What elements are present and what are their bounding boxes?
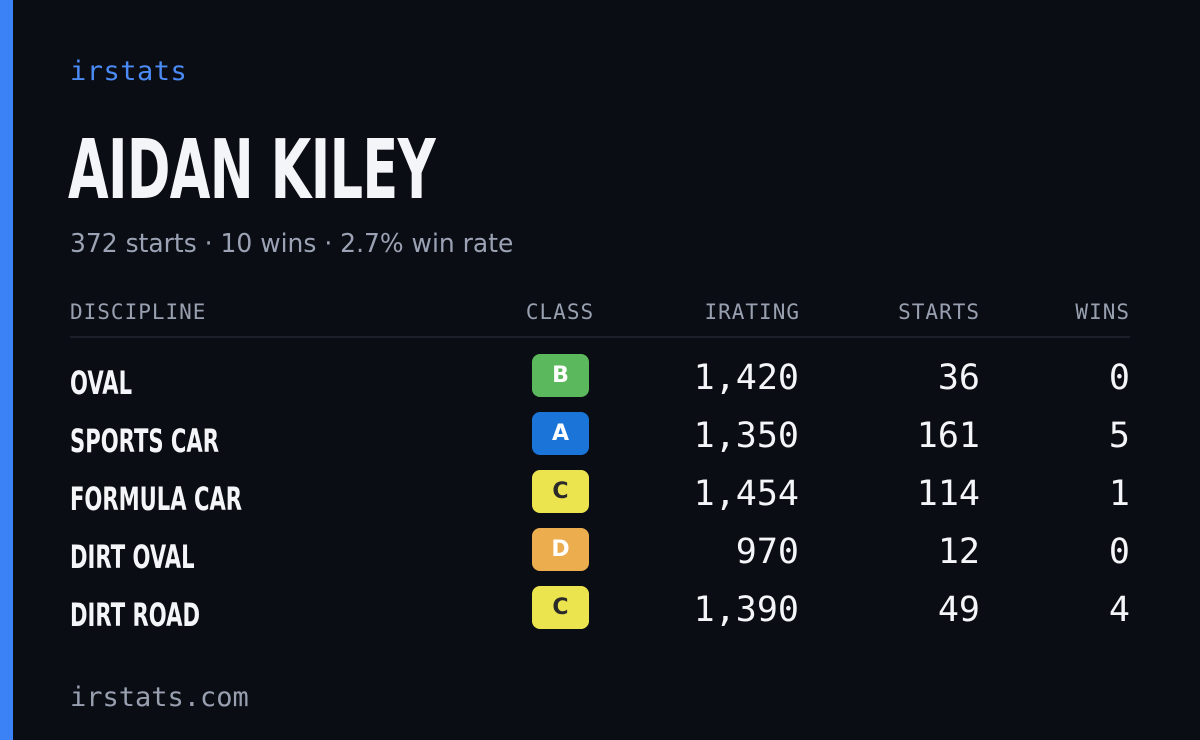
irating-value: 1,350 [693, 416, 799, 456]
header-discipline: DISCIPLINE [70, 300, 207, 324]
wins-value: 5 [1108, 416, 1130, 456]
discipline-name: DIRT OVAL [70, 538, 195, 576]
header-class: CLASS [525, 300, 595, 324]
footer-url: irstats.com [70, 682, 249, 713]
table-row: OVAL B 1,420 36 0 [70, 354, 1130, 412]
wins-value: 4 [1108, 590, 1130, 630]
table-row: DIRT OVAL D 970 12 0 [70, 528, 1130, 586]
irating-value: 970 [735, 532, 799, 572]
wins-value: 0 [1108, 358, 1130, 398]
class-badge: C [532, 470, 589, 513]
player-summary: 372 starts · 10 wins · 2.7% win rate [70, 229, 514, 259]
class-badge: B [532, 354, 589, 397]
header-wins: WINS [1075, 300, 1130, 324]
discipline-name: OVAL [70, 364, 133, 402]
discipline-name: DIRT ROAD [70, 596, 200, 634]
starts-value: 49 [937, 590, 980, 630]
class-badge: D [532, 528, 589, 571]
discipline-name: SPORTS CAR [70, 422, 220, 460]
stats-table: DISCIPLINE CLASS IRATING STARTS WINS OVA… [70, 298, 1130, 644]
wins-value: 0 [1108, 532, 1130, 572]
starts-value: 36 [937, 358, 980, 398]
table-header: DISCIPLINE CLASS IRATING STARTS WINS [70, 298, 1130, 338]
accent-bar [0, 0, 13, 740]
irating-value: 1,454 [693, 474, 799, 514]
brand-logo: irstats [70, 56, 188, 87]
class-badge: C [532, 586, 589, 629]
header-irating: IRATING [704, 300, 800, 324]
table-row: SPORTS CAR A 1,350 161 5 [70, 412, 1130, 470]
player-name: AIDAN KILEY [68, 123, 436, 218]
irating-value: 1,420 [693, 358, 799, 398]
table-body: OVAL B 1,420 36 0 SPORTS CAR A 1,350 161… [70, 354, 1130, 644]
irating-value: 1,390 [693, 590, 799, 630]
starts-value: 161 [916, 416, 980, 456]
starts-value: 114 [916, 474, 980, 514]
discipline-name: FORMULA CAR [70, 480, 243, 518]
starts-value: 12 [937, 532, 980, 572]
table-row: FORMULA CAR C 1,454 114 1 [70, 470, 1130, 528]
header-starts: STARTS [898, 300, 980, 324]
class-badge: A [532, 412, 589, 455]
table-row: DIRT ROAD C 1,390 49 4 [70, 586, 1130, 644]
wins-value: 1 [1108, 474, 1130, 514]
